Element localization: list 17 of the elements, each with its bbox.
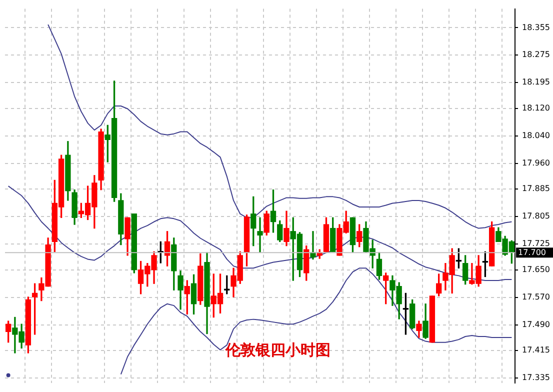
y-tick-label: 17.490 [522,320,550,329]
y-tick-label: 18.120 [522,103,550,112]
y-tick-label: 17.650 [522,264,550,274]
y-tick-label: 17.415 [522,346,550,355]
y-tick-label: 18.195 [522,78,550,87]
y-tick-label: 18.355 [522,22,550,32]
y-tick-label: 17.725 [522,239,550,248]
y-tick-label: 17.885 [522,184,550,194]
ref-line-label: 17.700 [518,248,546,257]
y-tick-label: 17.960 [522,158,550,168]
y-tick-label: 17.805 [522,212,550,221]
candlestick [257,217,263,253]
y-tick-label: 17.570 [522,292,550,302]
y-tick-label: 18.040 [522,130,550,140]
text: 伦敦银四小时图 [224,342,330,360]
y-tick-label: 17.335 [522,373,550,382]
y-tick-label: 18.275 [522,50,550,60]
